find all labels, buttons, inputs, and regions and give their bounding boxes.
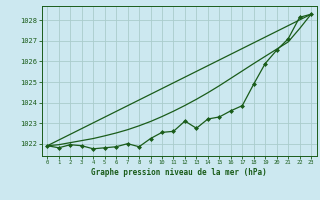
X-axis label: Graphe pression niveau de la mer (hPa): Graphe pression niveau de la mer (hPa) bbox=[91, 168, 267, 177]
